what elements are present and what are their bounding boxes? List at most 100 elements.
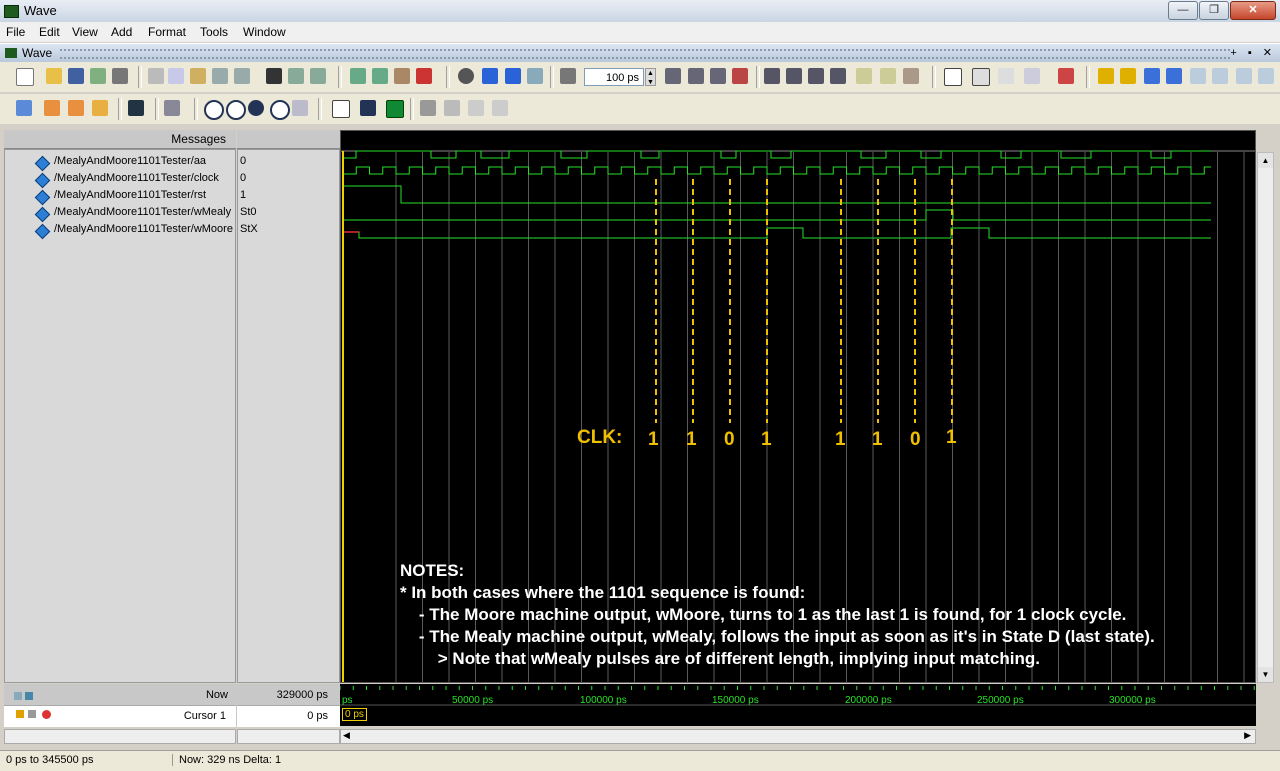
step-over-icon[interactable] [786,68,802,84]
now-icons[interactable] [14,689,44,714]
cut-icon[interactable] [148,68,164,84]
menu-tools[interactable]: Tools [200,25,229,39]
value-hscroll[interactable] [237,729,340,744]
zoom-cursor-icon[interactable] [270,100,290,120]
bookmark-icon[interactable] [164,100,180,116]
find-prev-icon[interactable] [1190,68,1206,84]
menu-format[interactable]: Format [148,25,187,39]
wave-step-icon[interactable] [444,100,460,116]
menu-add[interactable]: Add [111,25,133,39]
maximize-button[interactable]: ❐ [1199,1,1229,20]
run-length-input[interactable]: 100 ps [584,68,644,86]
ungroup-icon[interactable] [68,100,84,116]
menu-edit[interactable]: Edit [39,25,60,39]
next-edge-icon[interactable] [1166,68,1182,84]
vertical-scrollbar[interactable]: ▲ ▼ [1257,152,1274,683]
up-arrow-icon[interactable] [482,68,498,84]
new-file-icon[interactable] [16,68,34,86]
scroll-down-arrow-icon[interactable]: ▼ [1258,667,1273,682]
find-next-icon[interactable] [1212,68,1228,84]
break-run-icon[interactable] [732,68,748,84]
zoom-in-icon[interactable] [204,100,224,120]
minimize-button[interactable]: — [1168,1,1198,20]
pencil-icon[interactable] [28,710,36,718]
break-icon[interactable] [416,68,432,84]
step-back-icon[interactable] [830,68,846,84]
signal-row-clock[interactable]: /MealyAndMoore1101Tester/clock [5,172,235,189]
group-icon[interactable] [44,100,60,116]
zoom-out-icon[interactable] [226,100,246,120]
zoom-range-icon[interactable] [292,100,308,116]
add-icon[interactable] [25,692,34,700]
menu-file[interactable]: File [6,25,26,39]
drag-grip[interactable] [60,49,1230,59]
paste-icon[interactable] [190,68,206,84]
copy-icon[interactable] [168,68,184,84]
delete-icon[interactable] [42,710,51,719]
zoom-mode-icon[interactable] [972,68,990,86]
open-folder-icon[interactable] [46,68,62,84]
path-hscroll[interactable] [4,729,236,744]
add-cursor-icon[interactable] [1098,68,1114,84]
find-falling-icon[interactable] [1236,68,1252,84]
find-rising-icon[interactable] [1258,68,1274,84]
continue-icon[interactable] [688,68,704,84]
edit-mode-icon[interactable] [1024,68,1040,84]
restart-icon[interactable] [856,68,872,84]
undo-icon[interactable] [212,68,228,84]
run-icon[interactable] [665,68,681,84]
simulate-icon[interactable] [394,68,410,84]
wave-hscroll[interactable]: ◀ ▶ [340,729,1256,744]
toggle-icon[interactable] [14,692,22,700]
redo-icon[interactable] [234,68,250,84]
combine-icon[interactable] [92,100,108,116]
waveform-pane[interactable]: CLK: 1 1 0 1 1 1 0 1 [340,130,1256,683]
pan-icon[interactable] [998,68,1014,84]
delete-cursor-icon[interactable] [1120,68,1136,84]
find-icon[interactable] [266,68,282,84]
stop-icon[interactable] [458,68,474,84]
wave-select-icon[interactable] [332,100,350,118]
print-icon[interactable] [112,68,128,84]
signal-row-wmoore[interactable]: /MealyAndMoore1101Tester/wMoore [5,223,235,240]
right-arrow-icon[interactable] [527,68,543,84]
insert-divider-icon[interactable] [16,100,32,116]
step-out-icon[interactable] [808,68,824,84]
left-arrow-icon[interactable] [505,68,521,84]
performance-icon[interactable] [880,68,896,84]
scroll-right-arrow-icon[interactable]: ▶ [1244,730,1251,740]
subwindow-controls[interactable]: + ▪ ✕ [1230,47,1276,59]
wave-fill-icon[interactable] [386,100,404,118]
wave-bar-icon[interactable] [360,100,376,116]
close-button[interactable]: ✕ [1230,1,1276,20]
hierarchy-icon[interactable] [310,68,326,84]
lock-icon[interactable] [16,710,24,718]
hand-icon[interactable] [903,68,919,84]
signal-row-aa[interactable]: /MealyAndMoore1101Tester/aa [5,155,235,172]
compile-icon[interactable] [350,68,366,84]
menu-view[interactable]: View [72,25,98,39]
wave-compare-icon[interactable] [128,100,144,116]
zoom-full-icon[interactable] [248,100,264,116]
signal-row-wmealy[interactable]: /MealyAndMoore1101Tester/wMealy [5,206,235,223]
menu-window[interactable]: Window [243,25,286,39]
run-length-spinner[interactable]: ▲ ▼ [645,68,656,86]
compile-all-icon[interactable] [372,68,388,84]
save-icon[interactable] [68,68,84,84]
cursor-marker[interactable]: 0 ps [342,708,367,721]
dataflow-icon[interactable] [1058,68,1074,84]
scroll-up-arrow-icon[interactable]: ▲ [1258,153,1273,168]
tree-icon[interactable] [288,68,304,84]
wave-pulse-icon[interactable] [492,100,508,116]
run-all-icon[interactable] [710,68,726,84]
run-length-icon[interactable] [560,68,576,84]
reload-icon[interactable] [90,68,106,84]
prev-edge-icon[interactable] [1144,68,1160,84]
select-pointer-icon[interactable] [944,68,962,86]
wave-style-icon[interactable] [420,100,436,116]
wave-rise-icon[interactable] [468,100,484,116]
cursor-row[interactable]: Cursor 1 [4,705,236,727]
signal-row-rst[interactable]: /MealyAndMoore1101Tester/rst [5,189,235,206]
step-icon[interactable] [764,68,780,84]
scroll-left-arrow-icon[interactable]: ◀ [343,730,350,740]
